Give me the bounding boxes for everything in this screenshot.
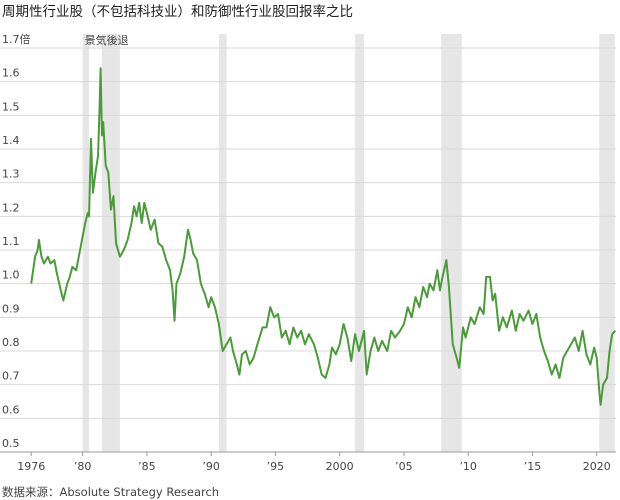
y-tick-label: 0.7 [2,370,20,383]
y-tick-label: 0.9 [2,302,20,315]
recession-band [355,34,365,452]
recession-band [218,34,227,452]
y-tick-label: 1.3 [2,168,20,181]
y-tick-label: 1.1 [2,235,20,248]
y-tick-label: 1.2 [2,201,20,214]
annotation: 景気後退 [85,33,129,47]
x-tick-label: 1976 [17,460,45,473]
x-tick-label: ’90 [202,460,220,473]
y-tick-label: 0.8 [2,336,20,349]
y-tick-label: 0.5 [2,437,20,450]
y-tick-label: 1.6 [2,67,20,80]
y-tick-label: 1.0 [2,269,20,282]
x-tick-label: ’15 [524,460,542,473]
recession-band [441,34,462,452]
y-tick-label: 1.5 [2,100,20,113]
y-tick-label: 1.4 [2,134,20,147]
x-tick-label: ’05 [395,460,413,473]
source: 数据来源：Absolute Strategy Research [2,485,219,499]
y-tick-label: 0.6 [2,403,20,416]
x-tick-label: ’95 [267,460,285,473]
x-tick-label: ’80 [74,460,92,473]
data-line [30,67,617,406]
x-tick-label: 2020 [583,460,611,473]
x-tick-label: 2000 [326,460,354,473]
y-tick-label: 1.7倍 [2,32,31,46]
chart-title: 周期性行业股（不包括科技业）和防御性行业股回报率之比 [2,3,353,20]
recession-band [101,34,120,452]
x-tick-label: ’10 [459,460,477,473]
recession-band [82,34,90,452]
x-tick-label: ’85 [138,460,156,473]
